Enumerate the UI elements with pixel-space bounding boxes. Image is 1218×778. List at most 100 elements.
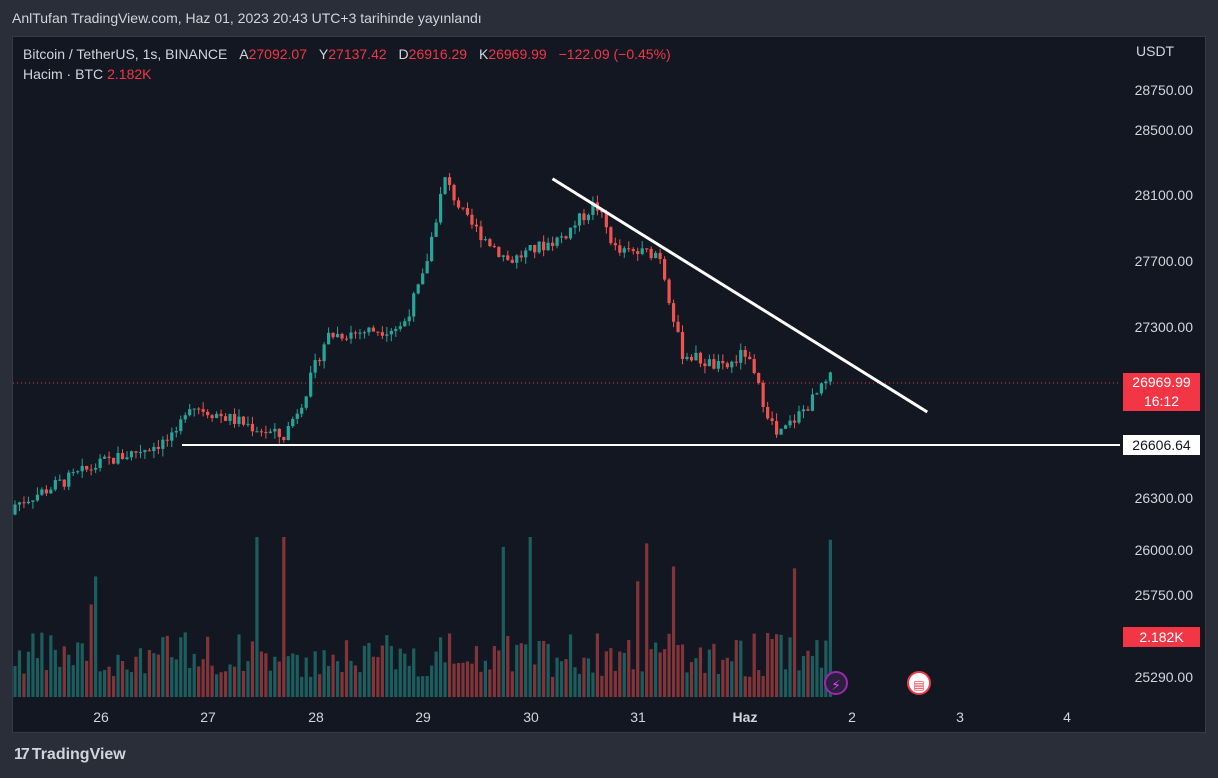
time-tick-label: 4 xyxy=(1063,709,1071,725)
volume-bar xyxy=(618,651,622,697)
volume-bar xyxy=(44,670,48,697)
volume-value: 2.182K xyxy=(107,66,152,82)
candle-body xyxy=(658,252,662,260)
candle-body xyxy=(237,416,241,424)
candle-body xyxy=(389,330,393,335)
change-value: −122.09 (−0.45%) xyxy=(558,46,671,62)
volume-bar xyxy=(577,673,582,697)
candle-body xyxy=(241,416,246,425)
candle-body xyxy=(367,327,371,333)
volume-bar xyxy=(775,634,779,697)
candle-body xyxy=(770,418,774,422)
candle-body xyxy=(613,243,617,246)
volume-bar xyxy=(492,646,496,697)
volume-bar xyxy=(170,657,174,697)
volume-bar xyxy=(76,642,80,697)
candle-body xyxy=(783,425,788,429)
volume-bar xyxy=(515,644,519,697)
candle-body xyxy=(698,352,703,364)
candle-body xyxy=(107,456,111,458)
volume-bar xyxy=(542,640,546,697)
time-tick-label: 31 xyxy=(630,709,646,725)
volume-bar xyxy=(528,537,532,697)
us-flag-icon[interactable]: ▤ xyxy=(907,671,931,695)
volume-bar xyxy=(304,657,308,697)
volume-bar xyxy=(792,568,797,697)
candle-body xyxy=(62,479,66,487)
volume-bar xyxy=(349,660,353,697)
candle-body xyxy=(31,500,35,502)
volume-bar xyxy=(129,672,134,697)
volume-bar xyxy=(761,676,765,697)
volume-label[interactable]: Hacim · BTC xyxy=(23,66,104,82)
candle-body xyxy=(143,450,147,453)
open-label: A xyxy=(239,46,249,62)
candle-body xyxy=(318,360,322,362)
volume-bar xyxy=(264,653,268,697)
candle-body xyxy=(156,446,160,449)
symbol-name[interactable]: Bitcoin / TetherUS, 1s, BINANCE xyxy=(23,46,228,62)
volume-bar xyxy=(232,666,237,697)
candle-body xyxy=(116,452,120,464)
candle-body xyxy=(537,241,541,253)
candle-body xyxy=(331,332,335,338)
time-tick-label: Haz xyxy=(733,709,758,725)
candle-body xyxy=(568,227,573,239)
volume-bar xyxy=(456,662,461,697)
volume-bar xyxy=(568,634,573,697)
volume-bar xyxy=(828,539,832,697)
volume-bar xyxy=(237,634,241,697)
currency-label[interactable]: USDT xyxy=(1136,43,1175,59)
candle-body xyxy=(542,241,546,251)
candle-body xyxy=(44,489,48,494)
volume-bar xyxy=(318,674,322,697)
volume-bar xyxy=(255,537,259,697)
chart-frame[interactable] xyxy=(12,36,1206,733)
publish-note: AnlTufan TradingView.com, Haz 01, 2023 2… xyxy=(12,10,482,26)
candle-body xyxy=(376,331,380,333)
candle-body xyxy=(407,316,411,322)
candle-body xyxy=(810,394,815,411)
candle-body xyxy=(94,467,98,470)
volume-bar xyxy=(215,674,219,697)
volume-bar xyxy=(58,666,62,697)
candle-body xyxy=(85,465,89,470)
candle-body xyxy=(17,502,22,505)
time-tick-label: 2 xyxy=(848,709,856,725)
candle-body xyxy=(300,407,304,414)
volume-bar xyxy=(367,642,371,697)
candle-body xyxy=(743,349,747,357)
volume-bar xyxy=(335,661,340,697)
candle-body xyxy=(35,494,39,501)
resistance-trendline xyxy=(551,177,929,414)
volume-bar xyxy=(546,644,550,697)
tradingview-logo[interactable]: 17 TradingView xyxy=(14,746,126,764)
candle-body xyxy=(210,415,214,419)
volume-bar xyxy=(685,672,689,697)
candle-body xyxy=(573,225,577,228)
candle-body xyxy=(739,349,743,363)
volume-bar xyxy=(443,662,447,697)
volume-bar xyxy=(559,661,564,697)
candle-body xyxy=(663,259,667,280)
volume-bar xyxy=(201,659,205,697)
candle-body xyxy=(716,361,720,369)
volume-bar xyxy=(53,649,57,697)
volume-bar xyxy=(85,660,89,697)
candle-body xyxy=(649,248,653,259)
time-tick-label: 29 xyxy=(415,709,431,725)
candle-body xyxy=(398,326,402,329)
volume-bar xyxy=(631,669,635,697)
lightning-icon[interactable]: ⚡ xyxy=(824,671,848,695)
volume-bar xyxy=(640,671,644,697)
volume-bar xyxy=(649,649,653,697)
volume-bar xyxy=(147,649,151,697)
volume-bar xyxy=(62,646,66,697)
volume-bar xyxy=(797,670,801,697)
volume-bar xyxy=(407,665,411,697)
volume-bar xyxy=(188,667,192,697)
candle-body xyxy=(246,423,250,425)
volume-bar xyxy=(313,651,317,697)
candle-body xyxy=(465,208,470,215)
